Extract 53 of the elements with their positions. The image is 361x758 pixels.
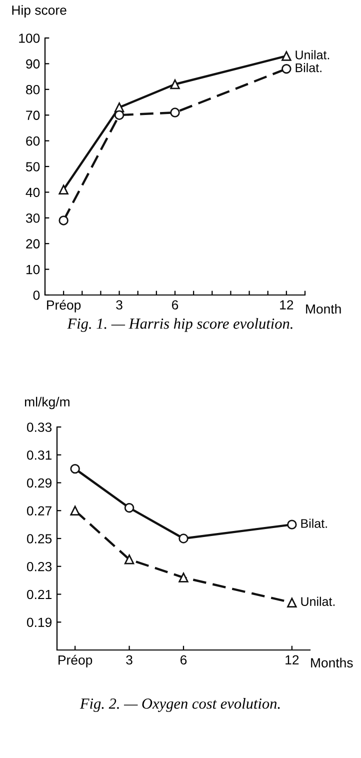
y-tick-label: 50 (26, 162, 40, 172)
point (178, 572, 188, 582)
x-tick-label: 3 (126, 655, 132, 665)
point (124, 502, 134, 513)
point (114, 102, 124, 112)
y-tick-label: 60 (26, 136, 40, 146)
point (287, 520, 297, 530)
point (287, 598, 297, 608)
x-tick-label: 3 (116, 300, 122, 310)
x-tick-label: 12 (286, 655, 299, 664)
x-tick-label: 12 (280, 300, 294, 310)
point (70, 464, 80, 474)
x-tick-label: Préop (47, 300, 81, 312)
y-tick-label: 90 (26, 59, 40, 69)
point (70, 506, 80, 516)
y-tick-label: 0.19 (26, 618, 52, 628)
point (58, 216, 68, 226)
y-axis-title: Hip score (12, 5, 66, 18)
y-tick-label: 30 (26, 213, 40, 223)
series-label: Unilat. (296, 50, 330, 60)
x-axis-title: Months (311, 658, 353, 668)
point (282, 51, 292, 61)
point (282, 64, 292, 74)
caption: Fig. 1. — Harris hip score evolution. (67, 318, 292, 332)
y-tick-label: 100 (19, 34, 40, 43)
point (124, 554, 134, 564)
y-tick-label: 0.23 (26, 562, 52, 572)
y-tick-label: 40 (26, 188, 40, 198)
x-axis-title: Month (306, 304, 341, 314)
y-tick-label: 80 (26, 84, 40, 94)
y-tick-label: 10 (26, 264, 40, 274)
y-axis-title: ml/kg/m (24, 396, 70, 410)
y-tick-label: 0 (33, 290, 40, 300)
x-tick-label: 6 (180, 655, 187, 665)
y-tick-label: 0.31 (26, 450, 52, 460)
y-tick-label: 0.21 (26, 590, 52, 600)
point (178, 534, 188, 544)
series-label: Bilat. (301, 518, 327, 528)
y-tick-label: 0.33 (26, 422, 52, 432)
point (170, 108, 180, 118)
x-tick-label: 6 (172, 300, 178, 310)
series-label: Bilat. (296, 63, 322, 72)
y-tick-label: 0.27 (26, 506, 52, 516)
series-label: Unilat. (301, 596, 335, 606)
point (114, 110, 124, 120)
y-tick-label: 0.29 (26, 478, 52, 488)
caption: Fig. 2. — Oxygen cost evolution. (80, 698, 280, 712)
y-tick-label: 0.25 (26, 534, 52, 544)
y-tick-label: 20 (26, 239, 40, 249)
y-tick-label: 70 (26, 110, 40, 120)
point (170, 79, 180, 90)
x-tick-label: Préop (58, 654, 92, 668)
point (58, 184, 68, 194)
